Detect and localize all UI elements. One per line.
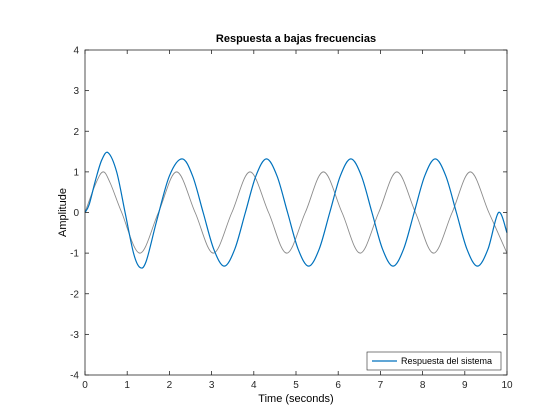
- x-tick-label: 10: [501, 380, 513, 391]
- x-tick-label: 0: [82, 380, 88, 391]
- legend: Respuesta del sistema: [366, 351, 502, 371]
- y-tick-label: 3: [73, 86, 79, 97]
- series-layer: [84, 151, 508, 269]
- input-signal-line: [84, 171, 508, 254]
- y-tick-label: 0: [73, 208, 79, 219]
- x-tick-label: 5: [293, 380, 299, 391]
- y-tick-label: -2: [70, 289, 79, 300]
- chart-title: Respuesta a bajas frecuencias: [216, 33, 376, 45]
- x-tick-label: 7: [378, 380, 384, 391]
- x-tick-label: 4: [251, 380, 257, 391]
- system-response-line: [84, 151, 508, 269]
- x-tick-label: 6: [335, 380, 341, 391]
- y-axis-ticks: -4 -3 -2 -1 0 1 2 3 4: [70, 46, 507, 382]
- x-tick-label: 2: [167, 380, 173, 391]
- y-tick-label: 1: [73, 167, 79, 178]
- x-tick-label: 1: [124, 380, 130, 391]
- legend-box: [366, 351, 502, 371]
- x-axis-ticks: 0 1 2 3 4 5 6 7 8 9 10: [82, 50, 513, 391]
- plot-area: [85, 50, 507, 375]
- y-axis-label: Amplitude: [57, 188, 69, 237]
- y-tick-label: -3: [70, 330, 79, 341]
- y-tick-label: -1: [70, 249, 79, 260]
- x-tick-label: 8: [420, 380, 426, 391]
- y-tick-label: -4: [70, 371, 79, 382]
- y-tick-label: 4: [73, 46, 79, 57]
- x-tick-label: 9: [462, 380, 468, 391]
- x-axis-label: Time (seconds): [258, 393, 333, 405]
- y-tick-label: 2: [73, 127, 79, 138]
- legend-label: Respuesta del sistema: [401, 356, 492, 366]
- x-tick-label: 3: [209, 380, 215, 391]
